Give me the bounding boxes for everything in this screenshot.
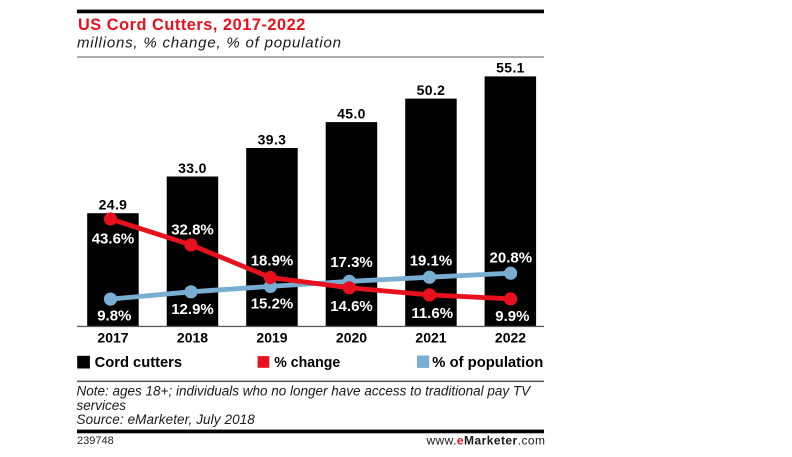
svg-text:11.6%: 11.6% [411, 305, 453, 322]
svg-text:Cord cutters: Cord cutters [95, 354, 183, 371]
svg-text:services: services [77, 398, 127, 413]
svg-text:12.9%: 12.9% [171, 301, 214, 318]
svg-text:45.0: 45.0 [337, 105, 366, 121]
svg-text:9.8%: 9.8% [97, 308, 131, 325]
svg-text:% change: % change [274, 354, 340, 371]
svg-text:% of population: % of population [432, 354, 543, 371]
svg-text:2021: 2021 [415, 330, 446, 346]
svg-text:19.1%: 19.1% [410, 252, 453, 269]
svg-text:24.9: 24.9 [99, 197, 128, 213]
svg-text:39.3: 39.3 [258, 131, 287, 147]
svg-text:55.1: 55.1 [496, 60, 525, 76]
svg-text:17.3%: 17.3% [330, 254, 373, 271]
svg-text:US Cord Cutters, 2017-2022: US Cord Cutters, 2017-2022 [78, 16, 306, 34]
svg-text:2022: 2022 [495, 330, 526, 346]
svg-text:50.2: 50.2 [417, 82, 446, 98]
svg-text:18.9%: 18.9% [251, 252, 294, 269]
svg-text:2020: 2020 [336, 330, 367, 346]
svg-text:2019: 2019 [256, 330, 287, 346]
svg-text:millions, % change, % of popul: millions, % change, % of population [77, 35, 342, 52]
svg-text:www.eMarketer.com: www.eMarketer.com [425, 434, 545, 448]
svg-text:33.0: 33.0 [178, 160, 207, 176]
svg-text:32.8%: 32.8% [171, 221, 214, 238]
svg-text:Note: ages 18+; individuals wh: Note: ages 18+; individuals who no longe… [77, 383, 533, 398]
svg-text:2018: 2018 [177, 330, 208, 346]
svg-text:20.8%: 20.8% [490, 249, 533, 266]
svg-text:239748: 239748 [77, 435, 114, 447]
svg-text:43.6%: 43.6% [92, 231, 135, 248]
svg-text:9.9%: 9.9% [495, 308, 529, 325]
svg-text:Source: eMarketer, July 2018: Source: eMarketer, July 2018 [77, 412, 256, 427]
svg-text:15.2%: 15.2% [251, 296, 294, 313]
svg-text:2017: 2017 [97, 330, 128, 346]
svg-text:14.6%: 14.6% [330, 298, 373, 315]
